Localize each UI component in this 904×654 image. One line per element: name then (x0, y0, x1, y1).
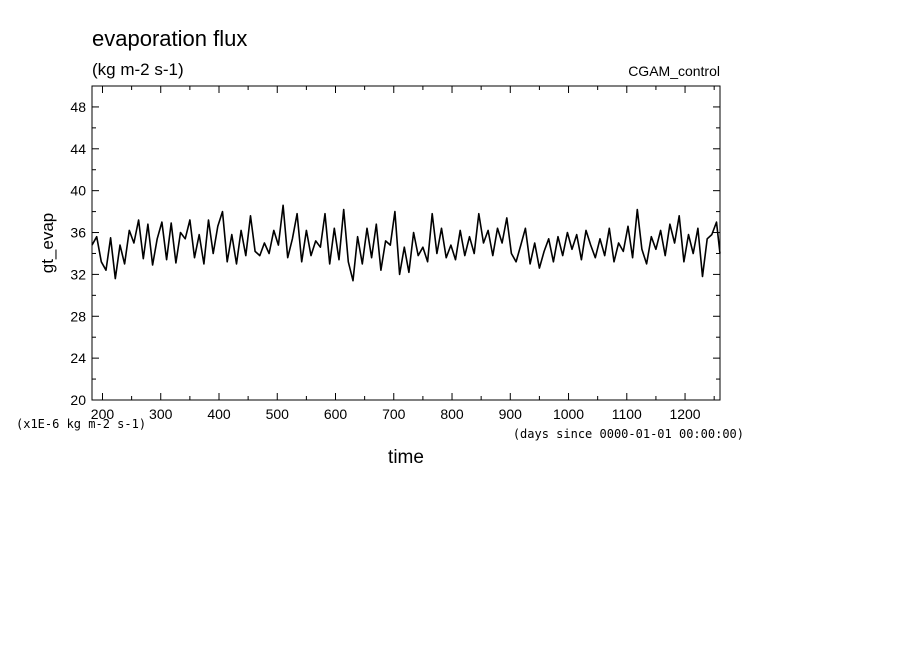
y-axis-label: gt_evap (38, 213, 57, 274)
x-tick-label: 900 (499, 406, 523, 422)
x-tick-label: 500 (266, 406, 290, 422)
chart-title: evaporation flux (92, 26, 247, 51)
x-tick-label: 1000 (553, 406, 584, 422)
x-tick-label: 200 (91, 406, 115, 422)
y-tick-label: 24 (70, 350, 86, 366)
y-tick-label: 48 (70, 99, 86, 115)
plot-frame (91, 85, 721, 401)
y-tick-label: 32 (70, 266, 86, 282)
x-tick-label: 1100 (612, 406, 642, 422)
x-tick-label: 700 (382, 406, 406, 422)
dataset-label: CGAM_control (628, 63, 720, 79)
x-tick-label: 400 (207, 406, 231, 422)
x-tick-label: 1200 (669, 406, 700, 422)
x-units-label: (days since 0000-01-01 00:00:00) (513, 427, 744, 441)
y-tick-label: 44 (70, 141, 86, 157)
y-tick-label: 40 (70, 183, 86, 199)
x-axis-ticks: 200 300 400 500 600 700 800 900 1000 1100 1200 (91, 86, 715, 422)
x-axis-label: time (388, 447, 424, 468)
x-tick-label: 300 (149, 406, 173, 422)
x-tick-label: 600 (324, 406, 348, 422)
y-axis-ticks: 20 24 28 32 36 40 44 48 (70, 85, 720, 408)
y-units-label: (x1E-6 kg m-2 s-1) (16, 417, 146, 431)
x-tick-label: 800 (440, 406, 464, 422)
chart-subtitle: (kg m-2 s-1) (92, 60, 184, 79)
y-tick-label: 36 (70, 225, 86, 241)
y-tick-label: 20 (70, 392, 86, 408)
series-line-gt-evap (91, 204, 721, 282)
y-tick-label: 28 (70, 308, 86, 324)
